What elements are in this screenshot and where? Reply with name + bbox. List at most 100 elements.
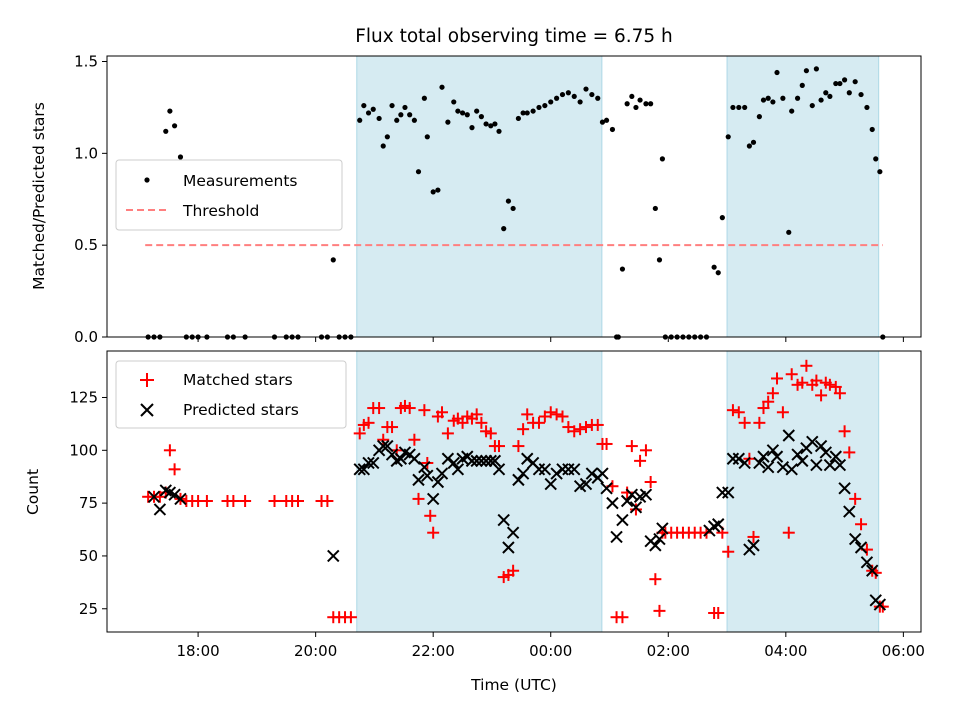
predicted-star-point xyxy=(506,526,520,539)
top-axes-frame xyxy=(106,55,922,338)
predicted-star-point xyxy=(843,505,856,518)
measurement-point xyxy=(846,90,852,96)
matched-star-point xyxy=(782,526,795,539)
predicted-star-point xyxy=(451,463,465,476)
measurement-point xyxy=(167,108,173,114)
measurement-point xyxy=(384,134,390,140)
matched-star-point xyxy=(475,416,488,429)
matched-star-point xyxy=(168,463,181,476)
legend-label-predicted: Predicted stars xyxy=(183,401,299,419)
predicted-star-point xyxy=(381,439,394,453)
matched-star-point xyxy=(653,604,666,617)
matched-star-point xyxy=(849,492,862,505)
matched-star-point xyxy=(833,387,846,400)
measurement-point xyxy=(864,104,870,111)
matched-star-point xyxy=(722,545,735,558)
matched-stars-series xyxy=(142,359,889,624)
measurement-point xyxy=(510,205,516,212)
matched-star-point xyxy=(493,440,506,453)
measurement-point xyxy=(411,117,417,123)
predicted-star-point xyxy=(722,486,735,499)
predicted-star-point xyxy=(726,452,740,465)
predicted-star-point xyxy=(606,496,619,510)
predicted-star-point xyxy=(579,477,593,491)
matched-star-point xyxy=(408,433,421,446)
matched-star-point xyxy=(639,444,652,457)
bottom-axes-frame xyxy=(106,350,922,633)
predicted-star-point xyxy=(814,439,828,453)
measurement-point xyxy=(435,187,441,193)
predicted-star-point xyxy=(819,446,832,459)
predicted-star-point xyxy=(153,503,167,516)
measurement-point xyxy=(624,101,630,107)
measurement-point xyxy=(603,117,610,123)
x-tick-label: 06:00 xyxy=(882,642,925,660)
measurement-point xyxy=(430,189,436,195)
measurement-point xyxy=(407,112,413,118)
y-tick-label: 75 xyxy=(79,494,98,512)
bottom-shaded-intervals xyxy=(356,350,880,633)
predicted-star-point xyxy=(616,513,629,527)
top-legend: Measurements Threshold xyxy=(115,159,343,231)
y-tick-label: 0.0 xyxy=(74,328,98,346)
predicted-star-point xyxy=(810,458,823,472)
shaded-interval xyxy=(726,350,880,633)
matched-star-point xyxy=(512,440,525,453)
predicted-star-point xyxy=(753,456,766,470)
measurement-point xyxy=(774,69,780,76)
measurement-point xyxy=(869,126,875,133)
matched-star-point xyxy=(796,376,809,389)
measurement-point xyxy=(571,93,577,100)
measurement-point xyxy=(520,110,526,116)
legend-label-threshold: Threshold xyxy=(182,202,259,220)
matched-star-point xyxy=(484,427,497,440)
measurement-point xyxy=(643,101,649,107)
x-tick-label: 20:00 xyxy=(294,642,337,660)
matched-star-point xyxy=(616,611,629,624)
predicted-star-point xyxy=(426,492,440,506)
measurement-point xyxy=(841,77,848,83)
bottom-x-ticks: 18:00 20:00 22:00 00:00 02:00 04:00 06:00 xyxy=(176,632,925,660)
y-tick-label: 0.5 xyxy=(74,236,98,254)
matched-star-point xyxy=(591,418,604,431)
measurement-point xyxy=(505,198,512,204)
predicted-star-point xyxy=(492,463,506,476)
predicted-star-point xyxy=(712,518,725,531)
shaded-interval xyxy=(726,55,880,338)
matched-star-point xyxy=(200,495,213,508)
measurement-point xyxy=(177,154,184,160)
predicted-star-point xyxy=(829,450,842,463)
predicted-star-point xyxy=(838,482,851,495)
x-tick-label: 04:00 xyxy=(764,642,807,660)
bottom-legend-box xyxy=(115,360,347,429)
measurement-point xyxy=(725,134,731,140)
measurement-point xyxy=(330,257,336,263)
measurement-point xyxy=(536,104,542,111)
measurement-point xyxy=(445,119,451,125)
measurement-point xyxy=(799,82,805,88)
predicted-star-point xyxy=(757,450,770,463)
predicted-star-point xyxy=(823,458,837,472)
predicted-star-point xyxy=(447,456,460,470)
measurement-point xyxy=(451,99,457,105)
matched-star-point xyxy=(427,526,440,539)
matched-star-point xyxy=(757,402,770,415)
matched-star-point xyxy=(574,423,587,436)
measurement-point xyxy=(530,108,536,114)
matched-star-point xyxy=(732,406,745,419)
matched-star-point xyxy=(753,416,766,429)
matched-star-point xyxy=(239,495,252,508)
measurement-point xyxy=(652,205,658,212)
predicted-star-point xyxy=(629,501,643,514)
measurement-point xyxy=(609,126,616,133)
matched-star-point xyxy=(810,374,823,387)
measurement-point xyxy=(424,134,430,140)
matched-star-point xyxy=(436,406,449,419)
bottom-panel: 25 50 75 100 125 18:00 20:00 22:00 00:00 02:00 04… xyxy=(24,350,925,694)
measurement-point xyxy=(357,117,363,123)
predicted-star-point xyxy=(833,458,847,472)
matched-star-point xyxy=(344,611,357,624)
measurement-point xyxy=(637,97,643,103)
predicted-star-point xyxy=(732,452,746,465)
measurement-point xyxy=(577,99,583,105)
